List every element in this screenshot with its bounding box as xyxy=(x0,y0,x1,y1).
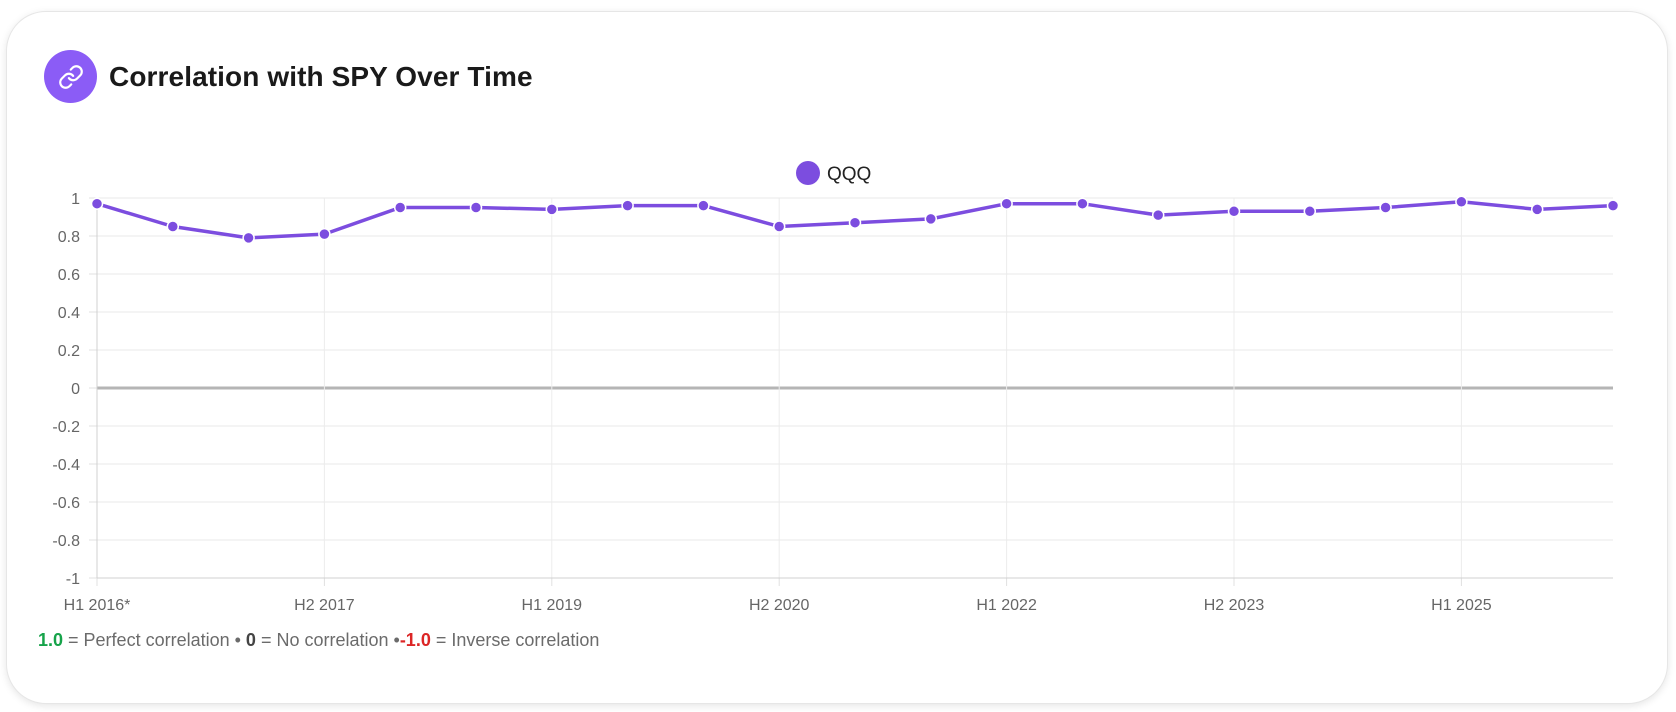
footnote-zero-text: = No correlation • xyxy=(255,630,400,650)
x-tick-label: H2 2017 xyxy=(294,597,355,614)
data-point xyxy=(848,216,862,229)
y-tick-label: 0.4 xyxy=(58,305,80,322)
data-point xyxy=(1227,205,1241,218)
footnote-negative-text: = Inverse correlation xyxy=(430,630,600,650)
y-tick-label: -1 xyxy=(66,571,80,588)
y-tick-label: -0.2 xyxy=(52,419,80,436)
legend-label: QQQ xyxy=(827,164,871,185)
data-point xyxy=(1303,205,1317,218)
y-tick-label: -0.8 xyxy=(52,533,80,550)
data-point xyxy=(393,201,407,214)
link-icon xyxy=(44,50,97,103)
x-tick-label: H2 2020 xyxy=(749,597,810,614)
data-point xyxy=(90,197,104,210)
correlation-footnote: 1.0 = Perfect correlation • 0 = No corre… xyxy=(38,630,599,651)
data-point xyxy=(1076,197,1089,210)
y-tick-label: 0.8 xyxy=(58,229,80,246)
data-point xyxy=(772,220,786,233)
data-point xyxy=(1455,195,1468,209)
data-point xyxy=(242,231,255,245)
data-point xyxy=(318,227,331,241)
x-tick-label: H1 2016* xyxy=(64,597,131,614)
data-point xyxy=(621,199,634,212)
y-tick-label: 0 xyxy=(71,381,80,398)
data-point xyxy=(1000,197,1013,210)
data-point xyxy=(1379,201,1392,214)
y-tick-label: -0.4 xyxy=(52,457,80,474)
data-point xyxy=(545,203,559,216)
legend-swatch xyxy=(796,161,820,185)
data-point xyxy=(1606,199,1620,212)
y-tick-label: -0.6 xyxy=(52,495,80,512)
data-point xyxy=(469,201,483,214)
data-point xyxy=(1151,208,1165,222)
footnote-zero-value: 0 xyxy=(245,630,256,650)
data-point xyxy=(166,220,180,233)
data-point xyxy=(1530,203,1544,216)
data-point xyxy=(697,199,710,212)
x-tick-label: H1 2022 xyxy=(976,597,1037,614)
y-tick-label: 0.6 xyxy=(58,267,80,284)
x-tick-label: H2 2023 xyxy=(1204,597,1265,614)
correlation-card: Correlation with SPY Over Time xyxy=(6,11,1668,704)
x-tick-label: H1 2019 xyxy=(522,597,583,614)
footnote-negative-value: -1.0 xyxy=(399,630,431,650)
footnote-positive-text: = Perfect correlation • xyxy=(63,630,246,650)
footnote-positive-value: 1.0 xyxy=(38,630,64,650)
card-header: Correlation with SPY Over Time xyxy=(44,50,533,103)
y-tick-label: 0.2 xyxy=(58,343,80,360)
y-tick-label: 1 xyxy=(71,191,80,208)
data-point xyxy=(924,212,938,226)
card-title: Correlation with SPY Over Time xyxy=(109,60,533,92)
x-tick-label: H1 2025 xyxy=(1431,597,1492,614)
